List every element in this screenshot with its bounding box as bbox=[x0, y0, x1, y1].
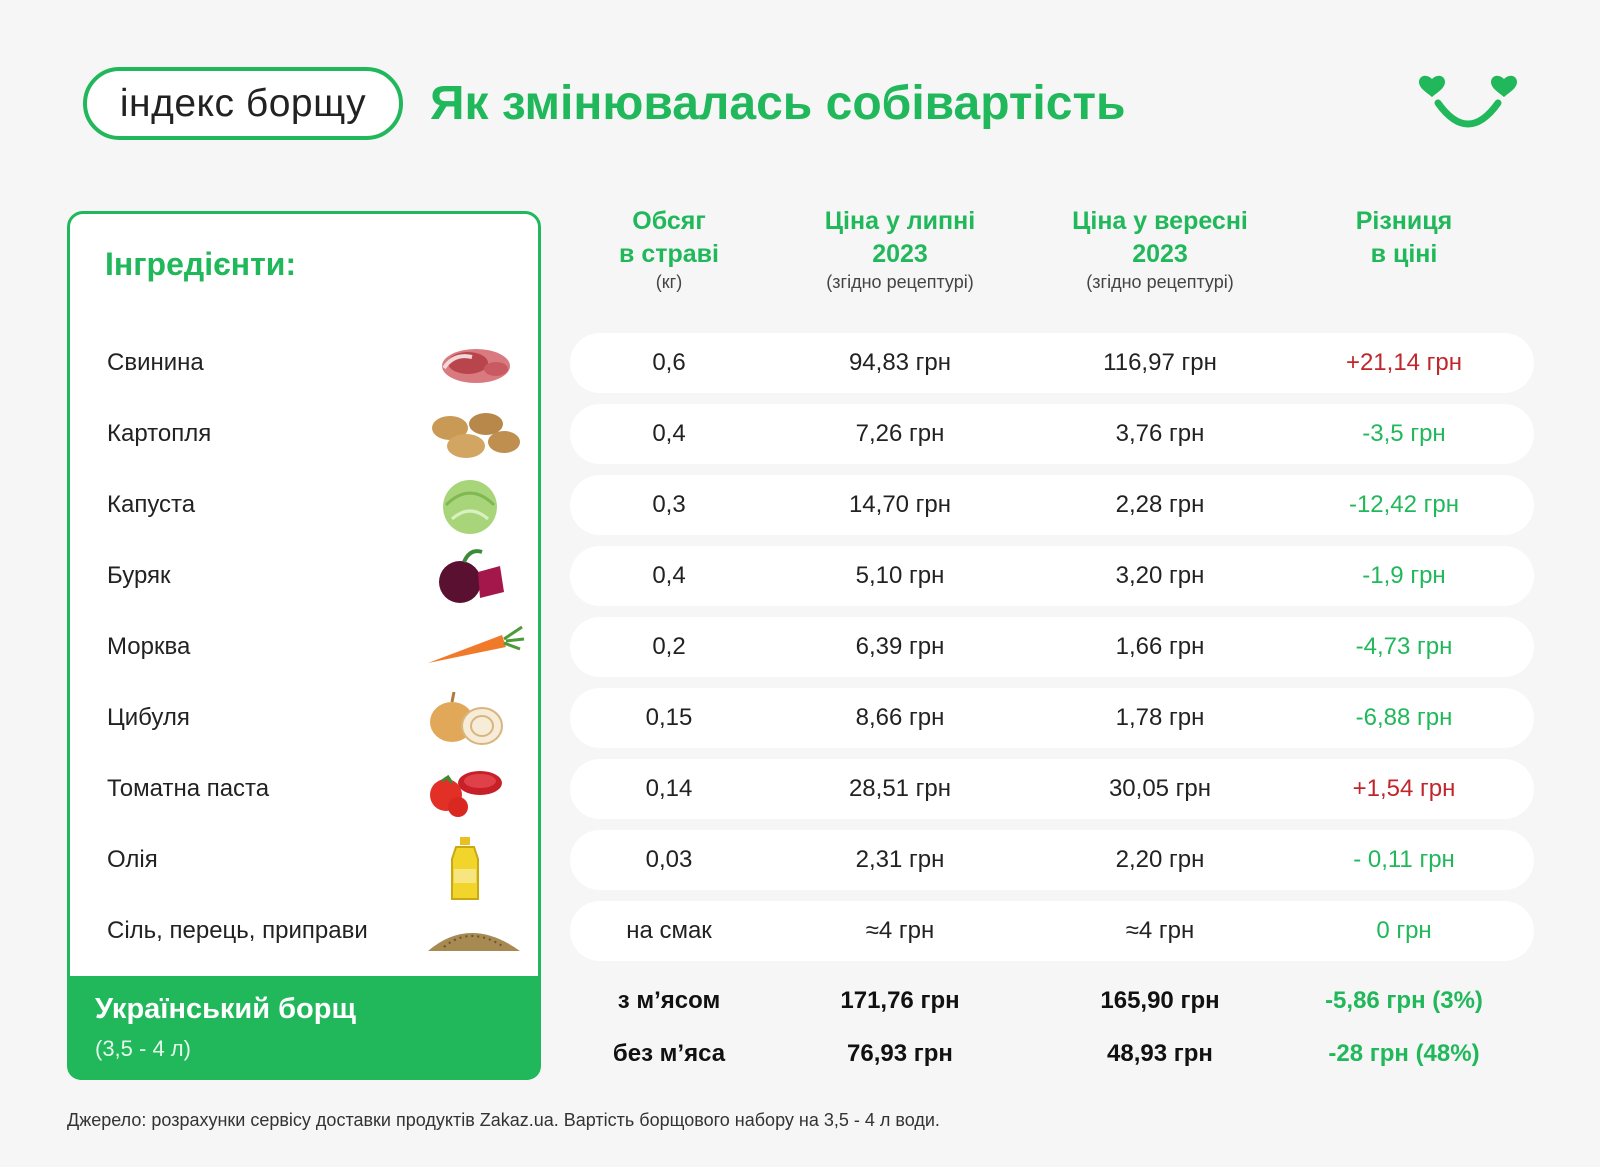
sept-price-cell: 30,05 грн bbox=[1108, 775, 1212, 802]
col-diff-header: Різниця в ціні bbox=[1298, 205, 1510, 271]
diff-cell: +21,14 грн bbox=[1345, 349, 1463, 376]
july-price-cell: 2,31 грн bbox=[855, 846, 945, 873]
ingredient-name: Цибуля bbox=[107, 704, 190, 731]
diff-cell: -6,88 грн bbox=[1355, 704, 1453, 731]
col-volume-line1: Обсяг bbox=[632, 207, 706, 235]
col-july-header: Ціна у липні 2023 (згідно рецептурі) bbox=[795, 205, 1005, 293]
sept-price-cell: 3,76 грн bbox=[1115, 420, 1205, 447]
sept-price-cell: 1,78 грн bbox=[1115, 704, 1205, 731]
ingredient-name: Морква bbox=[107, 633, 191, 660]
volume-cell: 0,15 bbox=[645, 704, 693, 731]
source-footnote: Джерело: розрахунки сервісу доставки про… bbox=[67, 1110, 940, 1130]
july-price-cell: ≈4 грн bbox=[865, 917, 935, 944]
july-price-cell: 94,83 грн bbox=[848, 349, 952, 376]
col-volume-line2: в страві bbox=[619, 240, 719, 268]
badge-label: індекс борщу bbox=[119, 81, 367, 125]
table-row bbox=[570, 830, 1534, 890]
beet-icon bbox=[439, 549, 504, 603]
volume-cell: на смак bbox=[626, 917, 712, 944]
diff-cell: -1,9 грн bbox=[1362, 562, 1446, 589]
col-july-line2: 2023 bbox=[872, 240, 928, 268]
diff-cell: -12,42 грн bbox=[1348, 491, 1460, 518]
dish-name: Український борщ bbox=[95, 993, 356, 1025]
july-price-cell: 7,26 грн bbox=[855, 420, 945, 447]
ingredients-heading: Інгредієнти: bbox=[105, 246, 297, 282]
col-sept-header: Ціна у вересні 2023 (згідно рецептурі) bbox=[1055, 205, 1265, 293]
page-title: Як змінювалась собівартість bbox=[430, 77, 1126, 130]
table-row bbox=[570, 901, 1534, 961]
july-price-cell: 14,70 грн bbox=[848, 491, 952, 518]
volume-cell: 0,6 bbox=[652, 349, 686, 376]
ingredient-name: Свинина bbox=[107, 349, 204, 376]
volume-cell: 0,4 bbox=[652, 562, 686, 589]
with-meat-july: 171,76 грн bbox=[840, 987, 960, 1014]
july-price-cell: 28,51 грн bbox=[848, 775, 952, 802]
onion-icon bbox=[430, 691, 503, 745]
table-row bbox=[570, 404, 1534, 464]
diff-cell: +1,54 грн bbox=[1352, 775, 1456, 802]
sept-price-cell: 2,20 грн bbox=[1115, 846, 1205, 873]
col-july-line1: Ціна у липні bbox=[824, 207, 976, 235]
col-sept-line1: Ціна у вересні bbox=[1072, 207, 1248, 235]
july-price-cell: 8,66 грн bbox=[855, 704, 945, 731]
tomato-paste-icon bbox=[430, 771, 502, 817]
with-meat-sept: 165,90 грн bbox=[1100, 987, 1220, 1014]
ingredient-name: Буряк bbox=[107, 562, 171, 589]
col-diff-line1: Різниця bbox=[1355, 207, 1453, 235]
table-row bbox=[570, 475, 1534, 535]
without-meat-july: 76,93 грн bbox=[847, 1040, 953, 1067]
sept-price-cell: ≈4 грн bbox=[1125, 917, 1195, 944]
volume-cell: 0,4 bbox=[652, 420, 686, 447]
dish-total-bar bbox=[67, 976, 541, 1080]
sept-price-cell: 3,20 грн bbox=[1115, 562, 1205, 589]
potato-icon bbox=[432, 413, 520, 458]
oil-bottle-icon bbox=[451, 837, 479, 900]
sept-price-cell: 1,66 грн bbox=[1115, 633, 1205, 660]
spices-icon bbox=[428, 933, 520, 951]
july-price-cell: 6,39 грн bbox=[855, 633, 945, 660]
pork-icon bbox=[442, 349, 510, 383]
smile-hearts-logo-icon bbox=[1419, 75, 1517, 128]
sept-price-cell: 116,97 грн bbox=[1103, 349, 1217, 376]
dish-volume: (3,5 - 4 л) bbox=[95, 1036, 191, 1061]
cabbage-icon bbox=[443, 480, 497, 534]
ingredient-name: Капуста bbox=[107, 491, 196, 518]
diff-cell: -3,5 грн bbox=[1362, 420, 1446, 447]
carrot-icon bbox=[428, 625, 525, 663]
volume-cell: 0,14 bbox=[645, 775, 693, 802]
volume-cell: 0,03 bbox=[645, 846, 693, 873]
table-row bbox=[570, 546, 1534, 606]
with-meat-label: з м’ясом bbox=[617, 987, 721, 1014]
july-price-cell: 5,10 грн bbox=[855, 562, 945, 589]
col-july-note: (згідно рецептурі) bbox=[826, 272, 974, 292]
index-badge: індекс борщу bbox=[83, 67, 403, 140]
with-meat-diff: -5,86 грн (3%) bbox=[1325, 987, 1483, 1014]
ingredient-name: Олія bbox=[107, 846, 158, 873]
diff-cell: - 0,11 грн bbox=[1353, 846, 1455, 873]
without-meat-diff: -28 грн (48%) bbox=[1328, 1040, 1480, 1067]
ingredient-name: Картопля bbox=[107, 420, 212, 447]
without-meat-sept: 48,93 грн bbox=[1107, 1040, 1213, 1067]
volume-cell: 0,3 bbox=[652, 491, 686, 518]
col-volume-header: Обсяг в страві (кг) bbox=[598, 205, 740, 293]
sept-price-cell: 2,28 грн bbox=[1115, 491, 1205, 518]
table-row bbox=[570, 688, 1534, 748]
table-row bbox=[570, 333, 1534, 393]
col-volume-unit: (кг) bbox=[655, 272, 683, 292]
diff-cell: -4,73 грн bbox=[1355, 633, 1453, 660]
diff-cell: 0 грн bbox=[1376, 917, 1432, 944]
col-sept-line2: 2023 bbox=[1132, 240, 1188, 268]
col-diff-line2: в ціні bbox=[1370, 240, 1438, 268]
volume-cell: 0,2 bbox=[652, 633, 686, 660]
table-row bbox=[570, 759, 1534, 819]
col-sept-note: (згідно рецептурі) bbox=[1086, 272, 1234, 292]
without-meat-label: без м’яса bbox=[612, 1040, 726, 1067]
ingredient-name: Сіль, перець, приправи bbox=[107, 917, 368, 944]
ingredient-name: Томатна паста bbox=[107, 775, 270, 802]
table-row bbox=[570, 617, 1534, 677]
